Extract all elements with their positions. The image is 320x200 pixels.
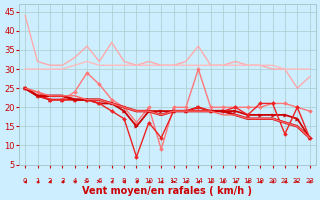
- X-axis label: Vent moyen/en rafales ( km/h ): Vent moyen/en rafales ( km/h ): [82, 186, 252, 196]
